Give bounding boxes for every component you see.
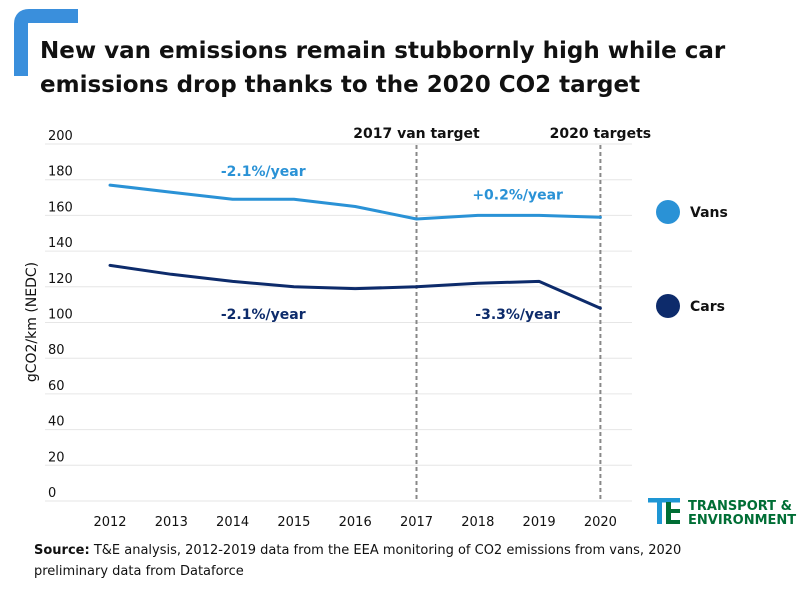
series-line-vans: [108, 183, 602, 221]
x-tick-label: 2020: [584, 515, 617, 530]
y-tick-label: 60: [48, 379, 65, 394]
y-tick-label: 160: [48, 200, 73, 215]
brand-logo: TRANSPORT & ENVIRONMENT: [648, 498, 796, 528]
series-line-cars: [108, 263, 602, 310]
y-axis-label: gCO2/km (NEDC): [24, 262, 40, 382]
y-tick-label: 0: [48, 486, 56, 501]
legend: Vans Cars: [656, 200, 728, 318]
title-line-2: emissions drop thanks to the 2020 CO2 ta…: [40, 72, 641, 98]
series-lines: [108, 183, 602, 310]
x-tick-label: 2013: [155, 515, 188, 530]
x-tick-label: 2018: [461, 515, 494, 530]
corner-bracket-icon: [14, 9, 78, 76]
legend-label-vans: Vans: [690, 205, 728, 221]
source-note: Source: T&E analysis, 2012-2019 data fro…: [34, 540, 684, 582]
y-tick-label: 40: [48, 415, 65, 430]
title-line-1: New van emissions remain stubbornly high…: [40, 38, 726, 64]
source-text: T&E analysis, 2012-2019 data from the EE…: [34, 543, 682, 579]
target-line-label: 2020 targets: [550, 126, 651, 142]
x-tick-label: 2016: [339, 515, 372, 530]
y-axis-ticks: 0 20 40 60 80 100 120 140 160 180 200: [48, 129, 73, 501]
x-tick-label: 2017: [400, 515, 433, 530]
chart-title: New van emissions remain stubbornly high…: [40, 34, 740, 102]
legend-marker-vans: [656, 200, 680, 224]
y-tick-label: 20: [48, 450, 65, 465]
y-tick-label: 200: [48, 129, 73, 144]
x-tick-label: 2019: [523, 515, 556, 530]
te-logo-icon: [648, 498, 680, 524]
y-tick-label: 140: [48, 236, 73, 251]
trend-annotation: +0.2%/year: [472, 187, 563, 203]
x-tick-label: 2014: [216, 515, 249, 530]
y-tick-label: 180: [48, 165, 73, 180]
x-tick-label: 2015: [277, 515, 310, 530]
brand-line-1: TRANSPORT &: [688, 499, 792, 514]
target-lines: 2017 van target 2020 targets: [353, 126, 651, 502]
legend-label-cars: Cars: [690, 299, 725, 315]
source-label: Source:: [34, 543, 90, 558]
brand-line-2: ENVIRONMENT: [688, 513, 796, 528]
target-line-label: 2017 van target: [353, 126, 480, 142]
y-tick-label: 100: [48, 308, 73, 323]
trend-annotation: -3.3%/year: [475, 307, 560, 323]
y-tick-label: 80: [48, 343, 65, 358]
x-tick-label: 2012: [93, 515, 126, 530]
y-tick-label: 120: [48, 272, 73, 287]
x-axis-ticks: 2012 2013 2014 2015 2016 2017 2018 2019 2020: [93, 515, 616, 530]
trend-annotations: -2.1%/year +0.2%/year -2.1%/year -3.3%/year: [221, 164, 563, 323]
legend-marker-cars: [656, 294, 680, 318]
trend-annotation: -2.1%/year: [221, 307, 306, 323]
trend-annotation: -2.1%/year: [221, 164, 306, 180]
